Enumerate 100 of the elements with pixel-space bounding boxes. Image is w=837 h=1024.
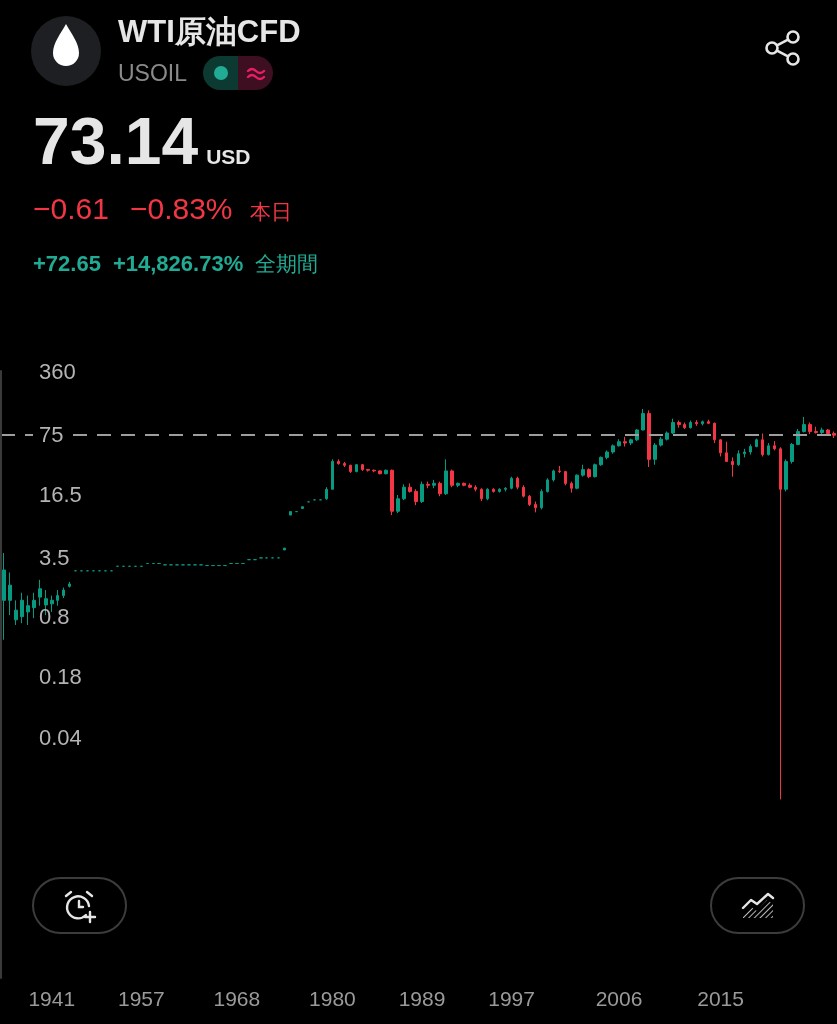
candlestick (20, 592, 24, 624)
x-tick-label: 1989 (398, 987, 446, 1010)
candlestick (820, 427, 824, 437)
x-tick-label: 2006 (595, 987, 643, 1010)
candlestick (743, 448, 746, 458)
text: 73.14 (33, 104, 199, 178)
candlestick (737, 449, 740, 467)
candlestick (456, 481, 460, 488)
candlestick (689, 420, 692, 430)
candlestick (498, 487, 501, 494)
candlestick (581, 464, 585, 478)
candlestick (570, 481, 573, 494)
candlestick (462, 481, 466, 487)
candlestick (408, 482, 412, 494)
candlestick (653, 442, 657, 466)
candlestick (14, 599, 18, 626)
text: USD (206, 145, 251, 168)
candlestick (713, 422, 716, 444)
candlestick (832, 430, 836, 439)
text: −0.83% (129, 192, 233, 225)
candlestick (516, 476, 519, 490)
candlestick (647, 409, 651, 468)
candlestick (510, 476, 513, 490)
candlestick (528, 494, 531, 507)
candlestick (337, 458, 340, 466)
chart-subtitle: USOIL (118, 59, 188, 86)
text: 全期間 (255, 252, 319, 275)
candlestick (283, 547, 286, 551)
candlestick (546, 477, 549, 494)
candlestick (486, 487, 489, 501)
candlestick (593, 463, 597, 478)
candlestick (605, 449, 609, 460)
text: +72.65 (33, 251, 101, 276)
candlestick (587, 467, 591, 479)
candlestick (779, 446, 782, 800)
candlestick (575, 473, 579, 490)
candlestick (349, 464, 352, 474)
candlestick (32, 592, 36, 619)
candlestick (26, 595, 30, 626)
text: −0.61 (33, 192, 109, 225)
candlestick (767, 442, 770, 457)
candlestick (677, 420, 681, 429)
chart-title: WTI原油CFD (118, 14, 301, 49)
candlestick (390, 469, 394, 516)
candlestick (629, 438, 633, 446)
x-tick-label: 1968 (213, 987, 261, 1010)
candlestick (468, 482, 472, 489)
candlestick (611, 443, 615, 455)
candlestick (62, 587, 65, 599)
candlestick (289, 510, 292, 516)
candlestick (617, 438, 621, 448)
candlestick (790, 442, 794, 465)
candlestick (432, 479, 436, 489)
candlestick (361, 463, 364, 472)
candlestick (355, 463, 358, 473)
candlestick (38, 579, 42, 607)
candlestick (659, 436, 663, 448)
candlestick (301, 506, 304, 509)
text: +14,826.73% (112, 251, 244, 276)
candlestick (540, 488, 543, 510)
text: 本日 (249, 200, 292, 223)
candlestick (68, 581, 71, 589)
chart-button[interactable] (710, 877, 805, 934)
candlestick (683, 422, 686, 430)
candlestick (450, 469, 454, 488)
candlestick (641, 408, 645, 431)
candlestick (707, 419, 710, 425)
candlestick (480, 487, 483, 502)
x-tick-label: 2015 (697, 987, 744, 1010)
candlestick (761, 433, 764, 457)
candlestick (725, 441, 728, 462)
y-tick-label: 0.18 (39, 664, 82, 690)
candlestick (343, 461, 346, 468)
alarm-button[interactable] (32, 877, 127, 934)
candlestick (802, 416, 806, 433)
candlestick (331, 458, 334, 490)
candlestick (564, 470, 567, 486)
candlestick (444, 458, 448, 496)
candlestick (378, 469, 382, 475)
candlestick (2, 552, 6, 641)
candlestick (558, 465, 561, 474)
x-tick-label: 1957 (117, 987, 165, 1010)
y-tick-label: 0.8 (39, 604, 70, 630)
y-tick-label: 75 (39, 421, 64, 447)
x-tick-label: 1980 (309, 987, 356, 1010)
candlestick (504, 486, 507, 492)
candlestick (665, 430, 669, 441)
candlestick (492, 487, 495, 494)
x-tick-label: 1941 (28, 987, 76, 1010)
candlestick (552, 469, 555, 483)
candlestick (402, 483, 406, 501)
candlestick (814, 426, 818, 435)
candlestick (719, 438, 722, 457)
candlestick (420, 481, 424, 504)
candlestick (474, 484, 477, 492)
candlestick (731, 456, 734, 478)
candlestick (426, 481, 430, 489)
x-tick-label: 1997 (488, 987, 535, 1010)
y-tick-label: 0.04 (39, 724, 82, 750)
candlestick (56, 589, 59, 607)
